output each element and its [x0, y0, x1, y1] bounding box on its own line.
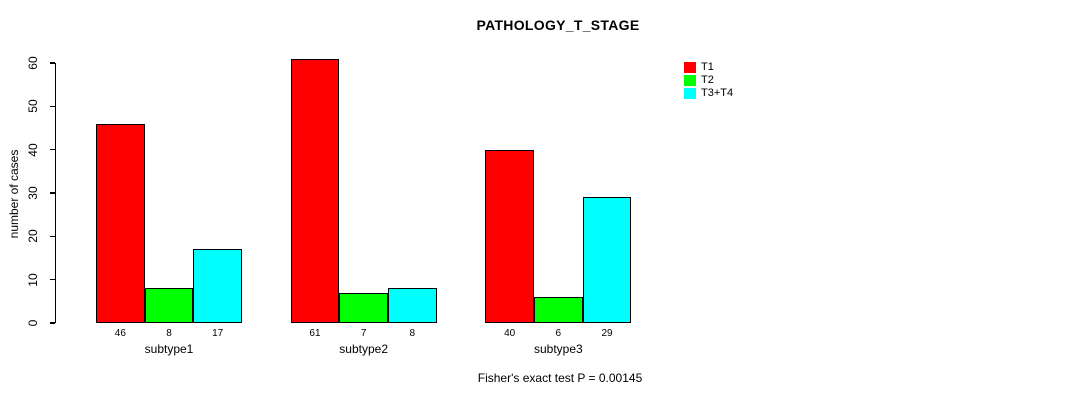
legend-item-T1: T1: [684, 61, 733, 74]
y-axis-tick: [49, 105, 55, 108]
bar-value-label: 17: [212, 328, 224, 339]
bar-T3+T4-subtype2: [388, 288, 437, 323]
bar-T1-subtype3: [485, 149, 534, 323]
bar-T1-subtype1: [96, 123, 145, 323]
y-axis-tick-label: 30: [25, 186, 40, 200]
bar-value-label: 40: [504, 328, 516, 339]
y-axis-tick-label: 40: [25, 142, 40, 157]
legend-swatch-T2: [684, 75, 696, 86]
category-label-subtype1: subtype1: [144, 342, 194, 356]
y-axis-tick-label: 20: [25, 229, 40, 244]
y-axis-tick: [49, 192, 55, 194]
y-axis-tick: [49, 62, 55, 64]
legend-swatch-T1: [684, 62, 696, 73]
legend: T1 T2 T3+T4: [684, 61, 733, 100]
bar-value-label: 7: [360, 328, 367, 339]
category-label-subtype3: subtype3: [533, 342, 583, 356]
y-axis-line: [54, 63, 56, 323]
bar-value-label: 8: [166, 328, 172, 339]
y-axis-tick: [49, 235, 55, 238]
legend-label-T1: T1: [701, 61, 714, 73]
bar-T3+T4-subtype1: [193, 249, 242, 323]
bar-value-label: 29: [601, 328, 613, 339]
bar-T3+T4-subtype3: [582, 197, 632, 323]
y-axis-tick: [49, 148, 55, 151]
legend-item-T2: T2: [684, 74, 733, 87]
y-axis-label: number of cases: [7, 149, 21, 239]
bar-value-label: 46: [114, 328, 126, 339]
legend-label-T3+T4: T3+T4: [701, 87, 734, 99]
y-axis-tick-label: 50: [25, 99, 40, 114]
y-axis-tick-label: 0: [25, 319, 40, 327]
bar-T2-subtype3: [534, 297, 583, 323]
y-axis-tick-label: 10: [25, 272, 40, 287]
bar-value-label: 6: [555, 328, 562, 339]
category-label-subtype2: subtype2: [339, 342, 388, 356]
legend-item-T3+T4: T3+T4: [684, 87, 733, 100]
bar-T1-subtype2: [290, 58, 340, 323]
bar-value-label: 8: [409, 328, 416, 339]
legend-label-T2: T2: [701, 74, 714, 86]
chart-title: PATHOLOGY_T_STAGE: [476, 17, 640, 33]
fisher-test-annotation: Fisher's exact test P = 0.00145: [477, 371, 643, 385]
y-axis-tick: [49, 322, 55, 324]
bar-T2-subtype1: [144, 288, 194, 323]
bar-value-label: 61: [309, 328, 321, 339]
bar-T2-subtype2: [339, 292, 388, 323]
y-axis-tick: [49, 278, 55, 281]
legend-swatch-T3+T4: [684, 88, 696, 99]
y-axis-tick-label: 60: [25, 56, 40, 70]
